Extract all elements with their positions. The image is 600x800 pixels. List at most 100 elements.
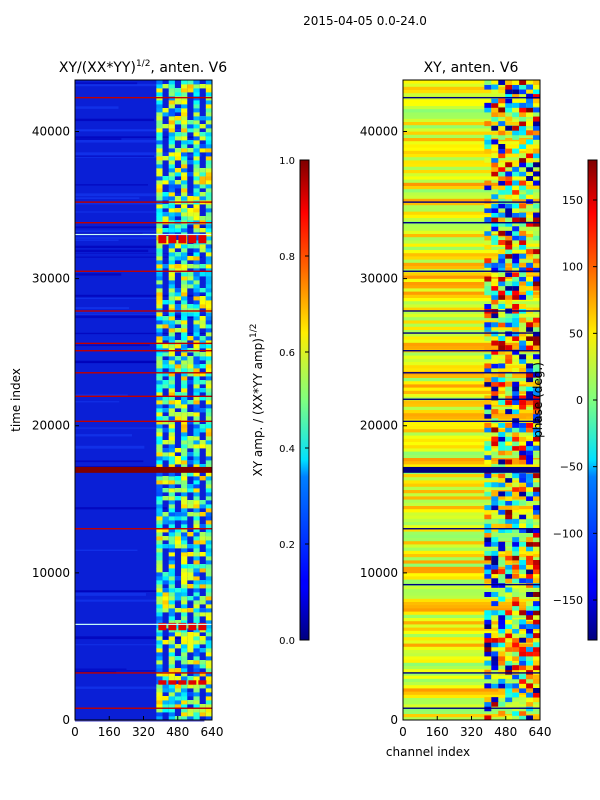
amplitude-cell: [162, 360, 169, 365]
amplitude-cell: [205, 532, 212, 537]
phase-row: [403, 515, 540, 519]
phase-row: [403, 617, 540, 622]
amplitude-cell: [174, 360, 182, 365]
phase-cell: [484, 445, 492, 451]
phase-cell: [519, 637, 527, 643]
amplitude-cell: [205, 356, 212, 361]
phase-row: [403, 521, 540, 526]
amplitude-cell: [181, 556, 188, 561]
amplitude-cell: [181, 536, 188, 541]
amplitude-cell: [193, 160, 200, 165]
phase-cell: [526, 656, 534, 661]
amplitude-cell: [181, 484, 188, 489]
amplitude-cell: [193, 144, 200, 149]
amplitude-cell: [205, 192, 212, 197]
phase-row: [403, 329, 540, 334]
phase-row: [403, 681, 540, 686]
phase-cell: [505, 427, 513, 433]
phase-cell: [491, 578, 499, 584]
amplitude-cell: [156, 168, 163, 173]
phase-cell: [505, 390, 513, 396]
phase-cell: [484, 134, 492, 140]
phase-cell: [505, 171, 513, 177]
phase-cell: [512, 683, 520, 689]
amplitude-cell: [156, 292, 163, 297]
amplitude-texture-row: [75, 644, 164, 646]
phase-cell: [498, 217, 506, 223]
amplitude-cell: [156, 320, 163, 325]
phase-cell: [491, 441, 499, 447]
phase-cell: [484, 505, 492, 511]
amplitude-cell: [181, 600, 188, 605]
phase-cell: [519, 509, 527, 515]
phase-cell: [526, 386, 534, 392]
phase-cell: [505, 148, 513, 154]
amplitude-cell: [174, 456, 182, 461]
amplitude-cell: [205, 436, 212, 441]
phase-cell: [505, 715, 513, 721]
phase-cell: [498, 294, 506, 300]
phase-cell: [526, 176, 534, 181]
phase-cell: [533, 217, 540, 223]
amplitude-cell: [168, 480, 175, 485]
phase-cell: [484, 198, 492, 204]
amplitude-cell: [156, 332, 163, 337]
phase-cell: [484, 642, 492, 648]
amplitude-cell: [193, 312, 200, 317]
amplitude-cell: [181, 404, 188, 409]
amplitude-cell: [193, 460, 200, 465]
amplitude-cell: [156, 548, 163, 553]
amplitude-cell: [162, 408, 169, 413]
amplitude-cell: [193, 492, 200, 497]
amplitude-cell: [181, 372, 188, 377]
phase-x-axis-label: channel index: [386, 745, 470, 759]
phase-cell: [498, 669, 506, 675]
amplitude-cell: [156, 92, 163, 97]
phase-cell: [526, 326, 534, 332]
colorbar-tick-label: 0.0: [279, 636, 295, 647]
phase-cell: [512, 473, 520, 479]
amplitude-cell: [156, 180, 163, 185]
amplitude-cell: [156, 380, 163, 385]
amplitude-cell: [199, 640, 206, 645]
phase-cell: [512, 272, 520, 277]
phase-cell: [533, 258, 540, 264]
amplitude-cell: [162, 588, 169, 593]
phase-row: [403, 627, 540, 631]
amplitude-cell: [168, 376, 175, 381]
amplitude-cell: [156, 460, 163, 465]
amplitude-cell: [174, 116, 182, 121]
amplitude-cell: [193, 188, 200, 193]
phase-row: [403, 246, 540, 250]
phase-cell: [519, 546, 527, 552]
amplitude-cell: [168, 224, 175, 229]
phase-cell: [484, 395, 492, 401]
amplitude-texture-row: [75, 226, 207, 229]
amplitude-cell: [168, 552, 175, 557]
phase-cell: [484, 139, 492, 145]
phase-cell: [484, 354, 492, 360]
phase-cell: [491, 299, 499, 305]
amplitude-cell: [199, 168, 206, 173]
phase-cell: [512, 610, 520, 616]
amplitude-cell: [168, 432, 175, 437]
amplitude-cell: [168, 536, 175, 541]
amplitude-cell: [156, 272, 163, 277]
amplitude-cell: [168, 280, 175, 285]
amplitude-cell: [193, 484, 200, 489]
amplitude-cell: [205, 300, 212, 305]
amplitude-cell: [181, 416, 188, 421]
amplitude-cell: [205, 136, 212, 141]
amplitude-cell: [168, 148, 175, 153]
amplitude-cell: [199, 144, 206, 149]
amplitude-cell: [174, 488, 182, 493]
phase-cell: [533, 532, 540, 538]
phase-cell: [512, 112, 520, 117]
amplitude-texture-row: [75, 129, 183, 132]
phase-cell: [512, 386, 520, 392]
amplitude-cell: [205, 680, 212, 685]
amplitude-cell: [156, 304, 163, 309]
phase-cell: [498, 436, 506, 442]
amplitude-cell: [162, 600, 169, 605]
colorbar-tick-label: −150: [553, 594, 583, 607]
